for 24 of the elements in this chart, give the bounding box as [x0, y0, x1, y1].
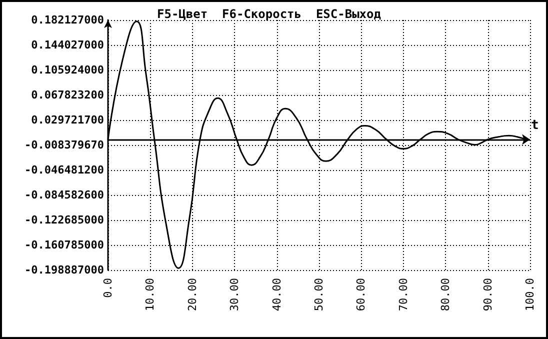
- x-tick-label: 0.0: [102, 278, 114, 298]
- chart-title: F5-Цвет F6-Скорость ESC-Выход: [157, 7, 381, 21]
- x-tick-label: 70.00: [396, 278, 410, 312]
- y-tick-label: -0.046481200: [24, 164, 104, 176]
- y-tick-label: -0.160785000: [24, 238, 104, 252]
- x-tick-label: 40.00: [270, 278, 284, 312]
- y-tick-label: -0.084582600: [24, 188, 104, 202]
- y-tick-label: 0.182127000: [31, 14, 104, 26]
- x-tick-label: 100.0: [524, 278, 536, 312]
- y-tick-label: -0.008379670: [24, 138, 104, 152]
- x-tick-label: 80.00: [439, 278, 452, 312]
- x-tick-label: 30.00: [228, 278, 242, 312]
- y-tick-label: 0.105924000: [31, 64, 104, 76]
- y-tick-label: 0.144027000: [31, 38, 104, 52]
- x-tick-label: 60.00: [354, 278, 368, 312]
- x-tick-label: 90.00: [481, 278, 494, 312]
- y-tick-label: 0.067823200: [31, 88, 104, 102]
- x-tick-label: 10.00: [144, 278, 157, 312]
- y-tick-label: 0.029721700: [31, 114, 104, 126]
- y-tick-label: -0.198887000: [24, 264, 104, 276]
- y-tick-label: -0.122685000: [24, 214, 104, 226]
- x-axis-title: t: [531, 118, 539, 133]
- x-tick-label: 50.00: [312, 278, 326, 312]
- x-tick-label: 20.00: [186, 278, 199, 312]
